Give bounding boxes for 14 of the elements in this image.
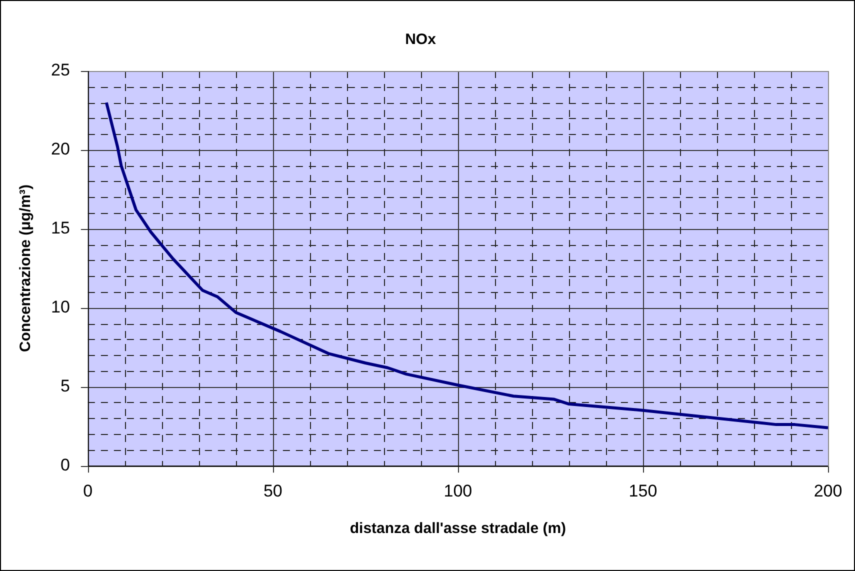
- x-axis-title: distanza dall'asse stradale (m): [350, 520, 566, 538]
- x-tick-label: 50: [263, 481, 282, 500]
- y-tick-label: 25: [50, 60, 70, 80]
- x-tick-label: 200: [814, 481, 842, 500]
- x-tick-label: 100: [444, 481, 472, 500]
- y-axis-title: Concentrazione (μg/m³): [17, 184, 34, 352]
- y-tick-label: 0: [60, 455, 70, 474]
- chart-title: NOx: [405, 31, 437, 48]
- y-tick-label: 15: [50, 218, 70, 238]
- y-tick-label: 10: [50, 297, 70, 316]
- y-tick-label: 5: [60, 376, 70, 396]
- x-tick-label: 150: [628, 481, 658, 500]
- x-tick-label: 0: [83, 481, 93, 500]
- y-tick-label: 20: [50, 140, 70, 159]
